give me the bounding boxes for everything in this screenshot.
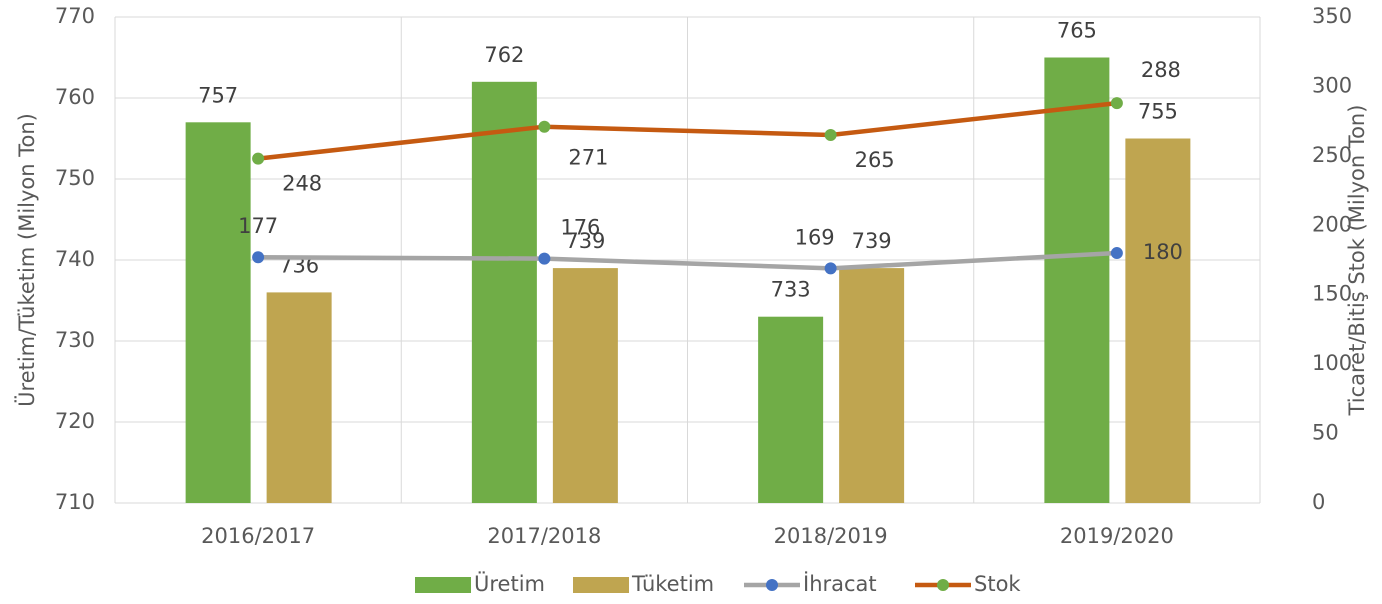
marker: [538, 120, 551, 133]
x-tick-label: 2018/2019: [774, 524, 888, 548]
data-label: 762: [484, 43, 524, 67]
y-tick-label: 770: [55, 4, 95, 28]
marker: [252, 152, 265, 165]
marker: [1110, 247, 1123, 260]
data-label: 765: [1057, 19, 1097, 43]
marker: [252, 251, 265, 264]
x-tick-label: 2019/2020: [1060, 524, 1174, 548]
y2-axis-title: Ticaret/Bitiş Stok (Milyon Ton): [1345, 105, 1369, 417]
data-label: 739: [565, 229, 605, 253]
legend-swatch: [573, 577, 629, 593]
legend-label: İhracat: [803, 571, 877, 596]
data-label: 177: [238, 214, 278, 238]
y2-tick-label: 150: [1312, 282, 1352, 306]
data-label: 180: [1143, 240, 1183, 264]
y-axis-title: Üretim/Tüketim (Milyon Ton): [14, 113, 39, 407]
x-tick-label: 2016/2017: [201, 524, 315, 548]
y2-tick-label: 200: [1312, 212, 1352, 236]
y2-tick-label: 300: [1312, 73, 1352, 97]
legend-marker: [766, 579, 778, 591]
y-tick-label: 720: [55, 409, 95, 433]
bar: [1044, 57, 1110, 503]
y-tick-label: 710: [55, 490, 95, 514]
y-tick-label: 730: [55, 328, 95, 352]
bar: [758, 316, 824, 503]
bar: [839, 268, 905, 503]
bar: [471, 81, 537, 504]
bar: [552, 268, 618, 503]
y-tick-label: 760: [55, 85, 95, 109]
line: [258, 250, 1117, 271]
bar: [1125, 138, 1191, 503]
data-label: 739: [852, 229, 892, 253]
data-label: 755: [1138, 100, 1178, 124]
legend-marker: [937, 579, 949, 591]
y2-tick-label: 100: [1312, 351, 1352, 375]
data-label: 733: [771, 278, 811, 302]
data-label: 288: [1141, 58, 1181, 82]
data-label: 757: [198, 83, 238, 107]
y2-tick-label: 250: [1312, 143, 1352, 167]
y2-tick-label: 50: [1312, 421, 1339, 445]
data-label: 271: [568, 146, 608, 170]
legend-swatch: [415, 577, 471, 593]
y2-tick-label: 0: [1312, 490, 1325, 514]
y-tick-label: 750: [55, 166, 95, 190]
legend-label: Stok: [974, 572, 1021, 596]
y-tick-label: 740: [55, 247, 95, 271]
data-label: 169: [795, 225, 835, 249]
marker: [1110, 97, 1123, 110]
x-tick-label: 2017/2018: [487, 524, 601, 548]
data-label: 248: [282, 172, 322, 196]
legend-label: Üretim: [474, 571, 545, 596]
bar: [185, 122, 251, 504]
marker: [538, 252, 551, 265]
legend-label: Tüketim: [631, 572, 714, 596]
data-label: 176: [560, 216, 600, 240]
line: [257, 100, 1118, 161]
marker: [824, 262, 837, 275]
bar: [266, 292, 332, 503]
data-label: 265: [855, 148, 895, 172]
y2-tick-label: 350: [1312, 4, 1352, 28]
marker: [824, 129, 837, 142]
